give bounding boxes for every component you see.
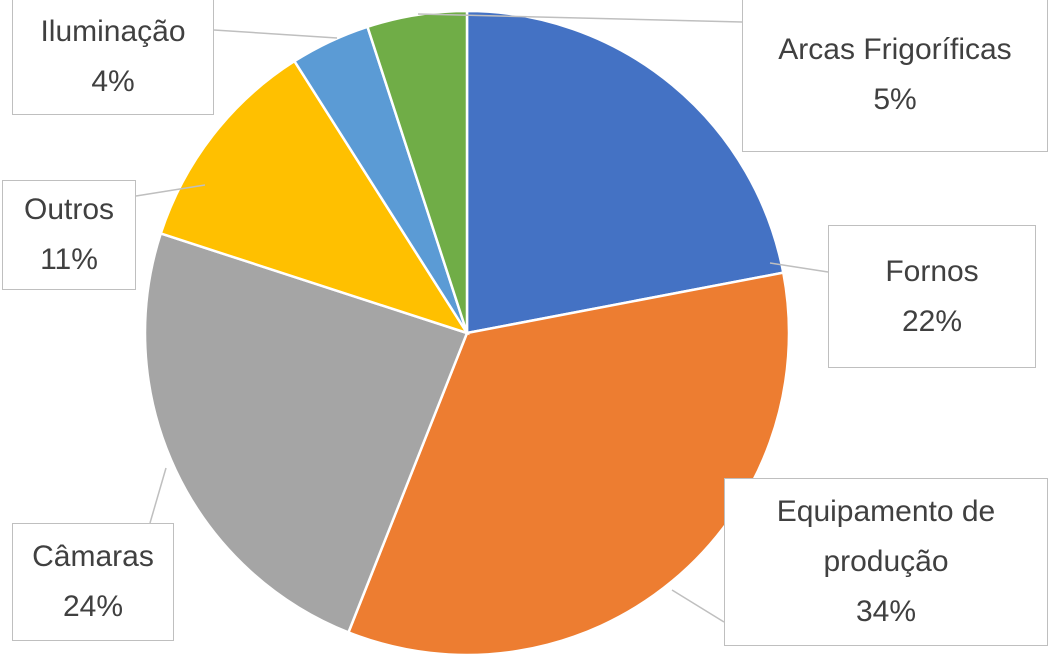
leader-line (417, 13, 743, 23)
label-category: Equipamento de produção (776, 495, 996, 578)
data-label: Iluminação 4% (12, 0, 214, 115)
label-category: Outros (23, 193, 115, 226)
pie-slice (365, 9, 469, 334)
label-category: Fornos (885, 254, 979, 288)
data-label: Arcas Frigoríficas 5% (742, 0, 1048, 152)
label-value: 11% (40, 243, 98, 276)
pie-slice (159, 59, 470, 336)
data-label: Equipamento de produção 34% (724, 478, 1048, 646)
label-category: Câmaras (32, 540, 154, 573)
label-category: Arcas Frigoríficas (778, 33, 1012, 66)
pie-slice (143, 231, 469, 635)
data-label: Fornos 22% (828, 225, 1036, 368)
label-value: 5% (873, 83, 917, 116)
leader-line (671, 589, 725, 623)
leader-line (135, 184, 206, 197)
pie-slice (465, 9, 785, 335)
label-category: Iluminação (40, 14, 186, 48)
leader-line (213, 29, 338, 39)
leader-line (149, 467, 167, 524)
pie-slice (346, 271, 791, 656)
leader-line (769, 262, 829, 273)
label-value: 4% (91, 64, 135, 98)
data-label: Outros 11% (2, 180, 136, 290)
label-value: 34% (855, 595, 917, 628)
label-value: 22% (901, 304, 963, 338)
label-value: 24% (62, 590, 124, 623)
data-label: Câmaras 24% (12, 523, 174, 641)
